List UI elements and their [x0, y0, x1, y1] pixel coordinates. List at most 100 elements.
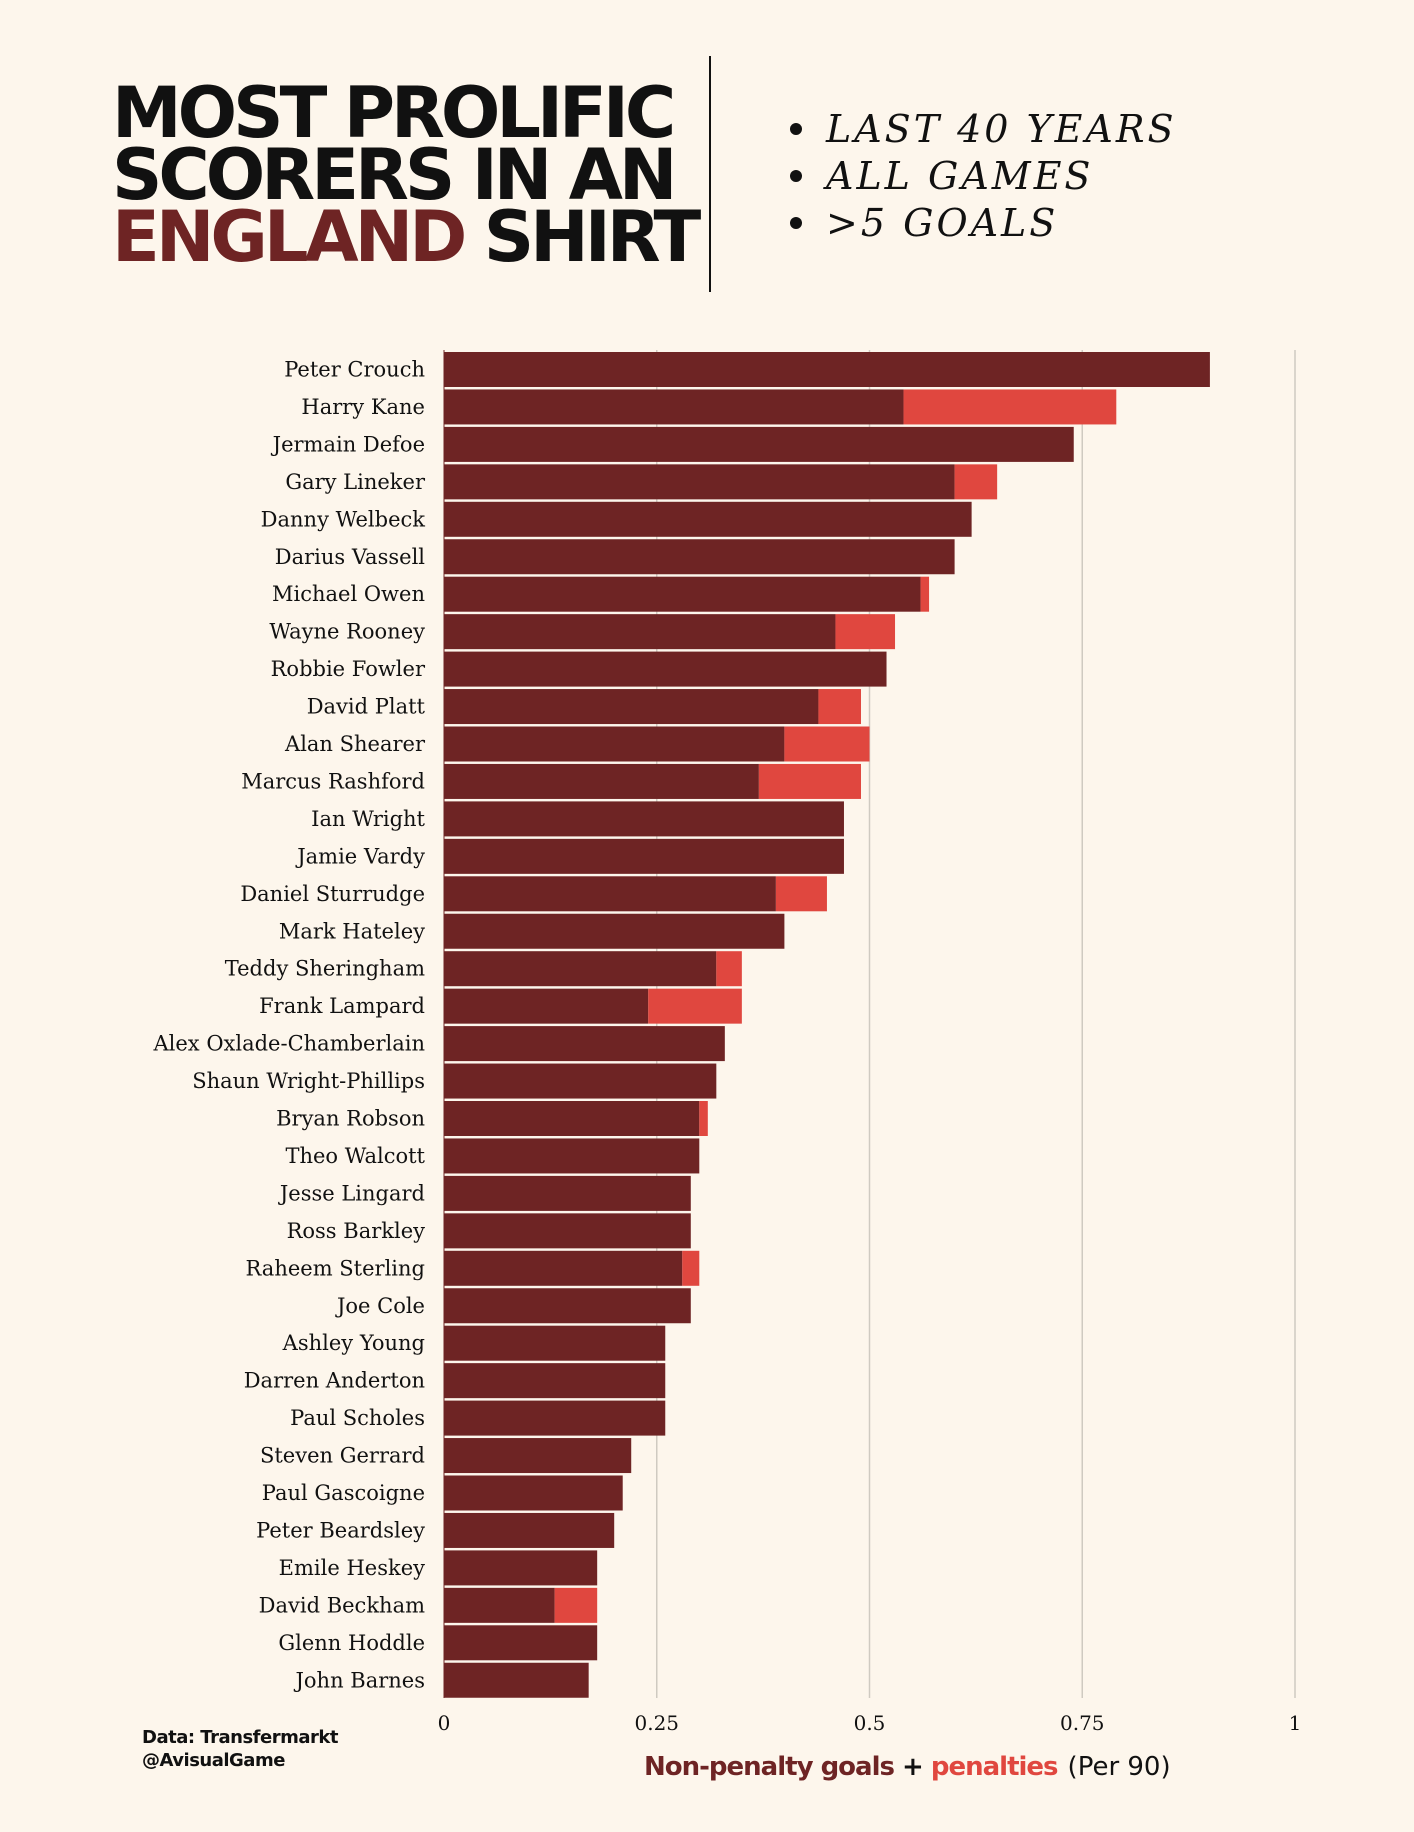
- legend-non-penalty: Non-penalty goals: [644, 1752, 895, 1782]
- x-tick-label: 1: [1289, 1711, 1302, 1735]
- bar-non-penalty: [444, 614, 836, 650]
- bar-non-penalty: [444, 726, 785, 762]
- category-label: Darren Anderton: [244, 1369, 425, 1393]
- category-label: Mark Hateley: [279, 919, 425, 943]
- bar-non-penalty: [444, 838, 844, 874]
- category-label: Daniel Sturrudge: [240, 882, 425, 906]
- category-label: David Platt: [307, 695, 426, 719]
- category-label: Ashley Young: [282, 1331, 425, 1355]
- category-label: Robbie Fowler: [271, 657, 426, 681]
- bar-penalties: [699, 1101, 708, 1136]
- bar-non-penalty: [444, 1625, 598, 1661]
- category-label: Theo Walcott: [285, 1144, 425, 1168]
- bar-penalties: [758, 763, 861, 799]
- bar-non-penalty: [444, 876, 776, 912]
- category-label: Peter Beardsley: [256, 1518, 425, 1542]
- bar-penalties: [682, 1250, 700, 1286]
- bar-non-penalty: [444, 1101, 700, 1136]
- category-label: Steven Gerrard: [260, 1444, 425, 1468]
- bar-non-penalty: [444, 576, 921, 612]
- bar-non-penalty: [444, 1325, 666, 1361]
- bar-non-penalty: [444, 1063, 717, 1099]
- bar-non-penalty: [444, 464, 955, 500]
- category-label: Wayne Rooney: [269, 620, 425, 644]
- bar-non-penalty: [444, 1512, 615, 1548]
- category-label: David Beckham: [259, 1593, 425, 1617]
- title-line-2: SCORERS IN AN: [112, 134, 677, 216]
- title-shirt: SHIRT: [463, 196, 702, 278]
- category-label: Glenn Hoddle: [278, 1631, 425, 1655]
- legend-penalties: penalties: [930, 1752, 1059, 1782]
- bar-penalties: [818, 689, 861, 725]
- criteria-item: ALL GAMES: [790, 153, 1176, 200]
- category-label: Darius Vassell: [275, 545, 426, 569]
- category-label: Harry Kane: [301, 395, 425, 419]
- category-label: Alan Shearer: [284, 732, 426, 756]
- bar-non-penalty: [444, 801, 844, 837]
- bar-non-penalty: [444, 1250, 683, 1286]
- bar-non-penalty: [444, 763, 759, 799]
- category-label: Gary Lineker: [285, 470, 426, 494]
- bar-non-penalty: [444, 426, 1074, 462]
- bar-penalties: [554, 1587, 598, 1623]
- category-label: John Barnes: [293, 1668, 425, 1692]
- header-divider: [709, 56, 711, 292]
- bar-non-penalty: [444, 1662, 589, 1698]
- category-label: Marcus Rashford: [241, 769, 425, 793]
- category-label: Raheem Sterling: [246, 1256, 425, 1280]
- bar-non-penalty: [444, 1138, 700, 1174]
- x-tick-label: 0.25: [634, 1711, 679, 1735]
- bar-non-penalty: [444, 1175, 691, 1211]
- bar-non-penalty: [444, 501, 972, 537]
- category-label: Paul Gascoigne: [262, 1481, 425, 1505]
- bar-non-penalty: [444, 651, 887, 687]
- title-line-3: ENGLAND SHIRT: [112, 202, 701, 272]
- x-axis-unit: (Per 90): [1067, 1752, 1171, 1782]
- chart-title: MOST PROLIFIC SCORERS IN AN ENGLAND SHIR…: [112, 72, 701, 272]
- bar-penalties: [648, 988, 742, 1024]
- category-label: Danny Welbeck: [261, 507, 426, 531]
- category-label: Jamie Vardy: [295, 844, 425, 868]
- bar-penalties: [775, 876, 827, 912]
- category-label: Emile Heskey: [279, 1556, 425, 1580]
- bar-non-penalty: [444, 1438, 632, 1474]
- bar-non-penalty: [444, 1587, 555, 1623]
- x-tick-label: 0: [438, 1711, 451, 1735]
- bar-penalties: [920, 576, 930, 612]
- bar-non-penalty: [444, 1363, 666, 1399]
- x-axis-title: Non-penalty goals + penalties (Per 90): [644, 1752, 1171, 1782]
- bar-non-penalty: [444, 1288, 691, 1324]
- category-label: Joe Cole: [335, 1294, 425, 1318]
- data-source: Data: Transfermarkt: [142, 1727, 338, 1748]
- bar-non-penalty: [444, 1400, 666, 1436]
- bar-non-penalty: [444, 1550, 598, 1586]
- x-tick-label: 0.75: [1060, 1711, 1105, 1735]
- bar-non-penalty: [444, 352, 1210, 387]
- category-label: Bryan Robson: [276, 1107, 425, 1131]
- category-label: Alex Oxlade-Chamberlain: [152, 1032, 425, 1056]
- bar-non-penalty: [444, 1026, 725, 1062]
- bar-penalties: [784, 726, 870, 762]
- category-label: Ross Barkley: [287, 1219, 426, 1243]
- criteria-item: LAST 40 YEARS: [790, 106, 1176, 153]
- bar-non-penalty: [444, 988, 649, 1024]
- credits: Data: Transfermarkt @AvisualGame: [142, 1726, 338, 1772]
- bar-penalties: [903, 389, 1117, 425]
- category-label: Frank Lampard: [259, 994, 425, 1018]
- criteria-list: LAST 40 YEARS ALL GAMES >5 GOALS: [790, 106, 1176, 247]
- bar-non-penalty: [444, 389, 904, 425]
- bar-chart: 0 0.25 0.5 0.75 1 Peter Crouch Harry Kane Jerma…: [152, 350, 1302, 1735]
- bar-penalties: [954, 464, 998, 500]
- criteria-item: >5 GOALS: [790, 200, 1176, 247]
- category-label: Ian Wright: [311, 807, 425, 831]
- x-tick-label: 0.5: [854, 1711, 886, 1735]
- legend-plus: +: [893, 1752, 931, 1782]
- bar-non-penalty: [444, 951, 717, 987]
- bar-penalties: [835, 614, 896, 650]
- category-label: Teddy Sheringham: [225, 957, 425, 981]
- title-accent-england: ENGLAND: [112, 196, 467, 278]
- bar-non-penalty: [444, 913, 785, 949]
- category-label: Peter Crouch: [284, 358, 425, 382]
- title-line-1: MOST PROLIFIC: [112, 72, 676, 154]
- category-label: Michael Owen: [272, 582, 425, 606]
